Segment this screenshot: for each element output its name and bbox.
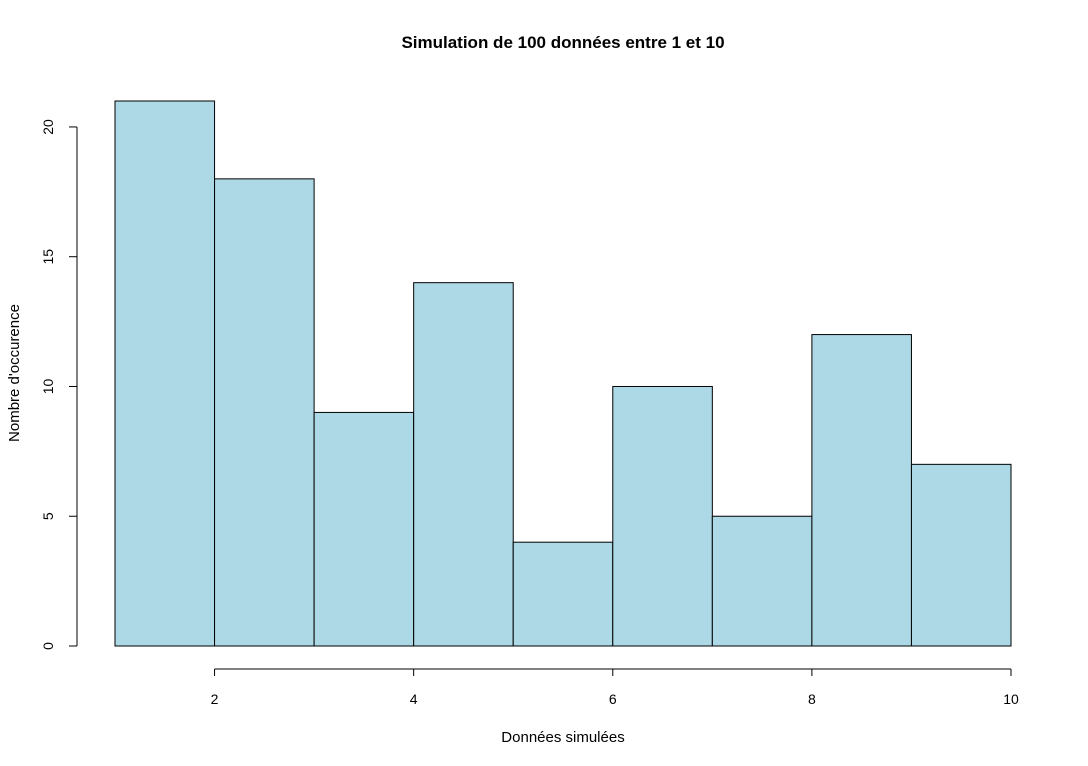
x-axis: 2 4 6 8 10 bbox=[211, 668, 1019, 707]
x-tick-label: 4 bbox=[410, 691, 418, 707]
y-tick-label: 10 bbox=[40, 378, 56, 394]
histogram-bar-7 bbox=[711, 515, 813, 647]
histogram-bar-4 bbox=[413, 282, 514, 647]
x-axis-label: Données simulées bbox=[501, 729, 624, 746]
x-tick-label: 8 bbox=[808, 691, 816, 707]
histogram-bar-6 bbox=[612, 385, 713, 647]
histogram-bar-3 bbox=[313, 411, 415, 647]
histogram-bar-2 bbox=[214, 178, 315, 647]
histogram-bar-8 bbox=[811, 334, 912, 647]
x-tick-label: 6 bbox=[609, 691, 617, 707]
y-tick-label: 20 bbox=[40, 119, 56, 135]
y-tick-label: 0 bbox=[40, 642, 56, 650]
x-tick-label: 10 bbox=[1003, 691, 1019, 707]
y-tick-label: 15 bbox=[40, 249, 56, 265]
y-tick-label: 5 bbox=[40, 512, 56, 520]
histogram-bar-1 bbox=[114, 100, 216, 647]
histogram-bar-5 bbox=[512, 541, 614, 647]
histogram-bar-9 bbox=[910, 463, 1012, 647]
y-axis-label: Nombre d'occurence bbox=[6, 304, 23, 442]
y-axis: 0 5 10 15 20 bbox=[40, 119, 78, 650]
x-tick-label: 2 bbox=[211, 691, 219, 707]
chart-title: Simulation de 100 données entre 1 et 10 bbox=[401, 33, 724, 52]
bars-layer bbox=[114, 100, 1012, 647]
